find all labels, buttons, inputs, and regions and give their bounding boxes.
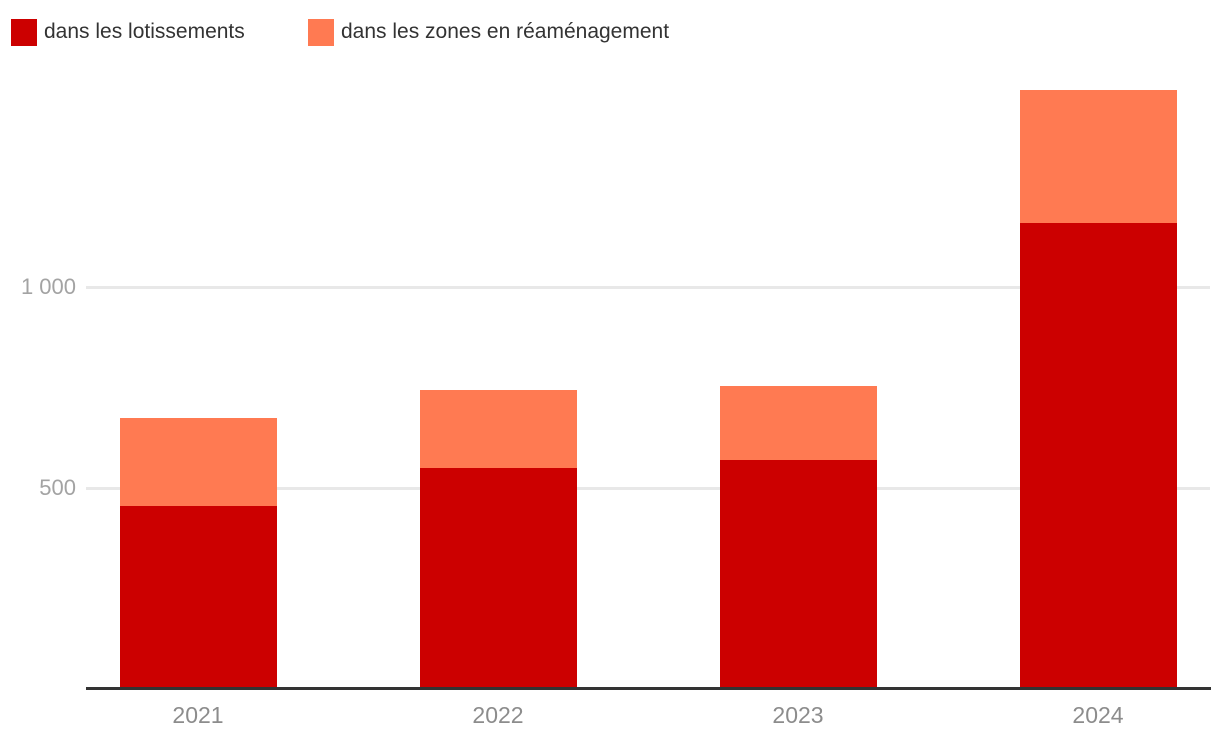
bar-segment-2024 [1019,222,1177,689]
legend-label-zones: dans les zones en réaménagement [341,20,670,43]
gridline-1000 [86,285,1210,289]
bar-segment-2023 [719,385,877,460]
x-axis-tick-label: 2022 [472,702,524,728]
legend-label-lotissements: dans les lotissements [44,20,245,43]
bar-segment-2021 [119,506,277,689]
legend-item-zones: dans les zones en réaménagement [308,17,669,47]
x-axis-tick-label: 2023 [772,702,824,728]
bar-segment-2022 [419,389,577,468]
bar-segment-2024 [1019,90,1177,223]
y-axis-tick-label: 500 [39,475,76,500]
bar-segment-2021 [119,417,277,507]
bar-segment-2022 [419,467,577,689]
legend-swatch-zones-icon [308,18,334,46]
y-axis-tick-label: 1 000 [20,274,76,299]
x-axis-tick-label: 2021 [172,702,224,728]
legend-item-lotissements: dans les lotissements [11,17,245,47]
legend-swatch-lotissements-icon [11,18,37,46]
x-axis-tick-label: 2024 [1072,702,1124,728]
gridline-500 [86,486,1210,490]
bar-segment-2023 [719,459,877,689]
x-axis-line [86,687,1211,690]
